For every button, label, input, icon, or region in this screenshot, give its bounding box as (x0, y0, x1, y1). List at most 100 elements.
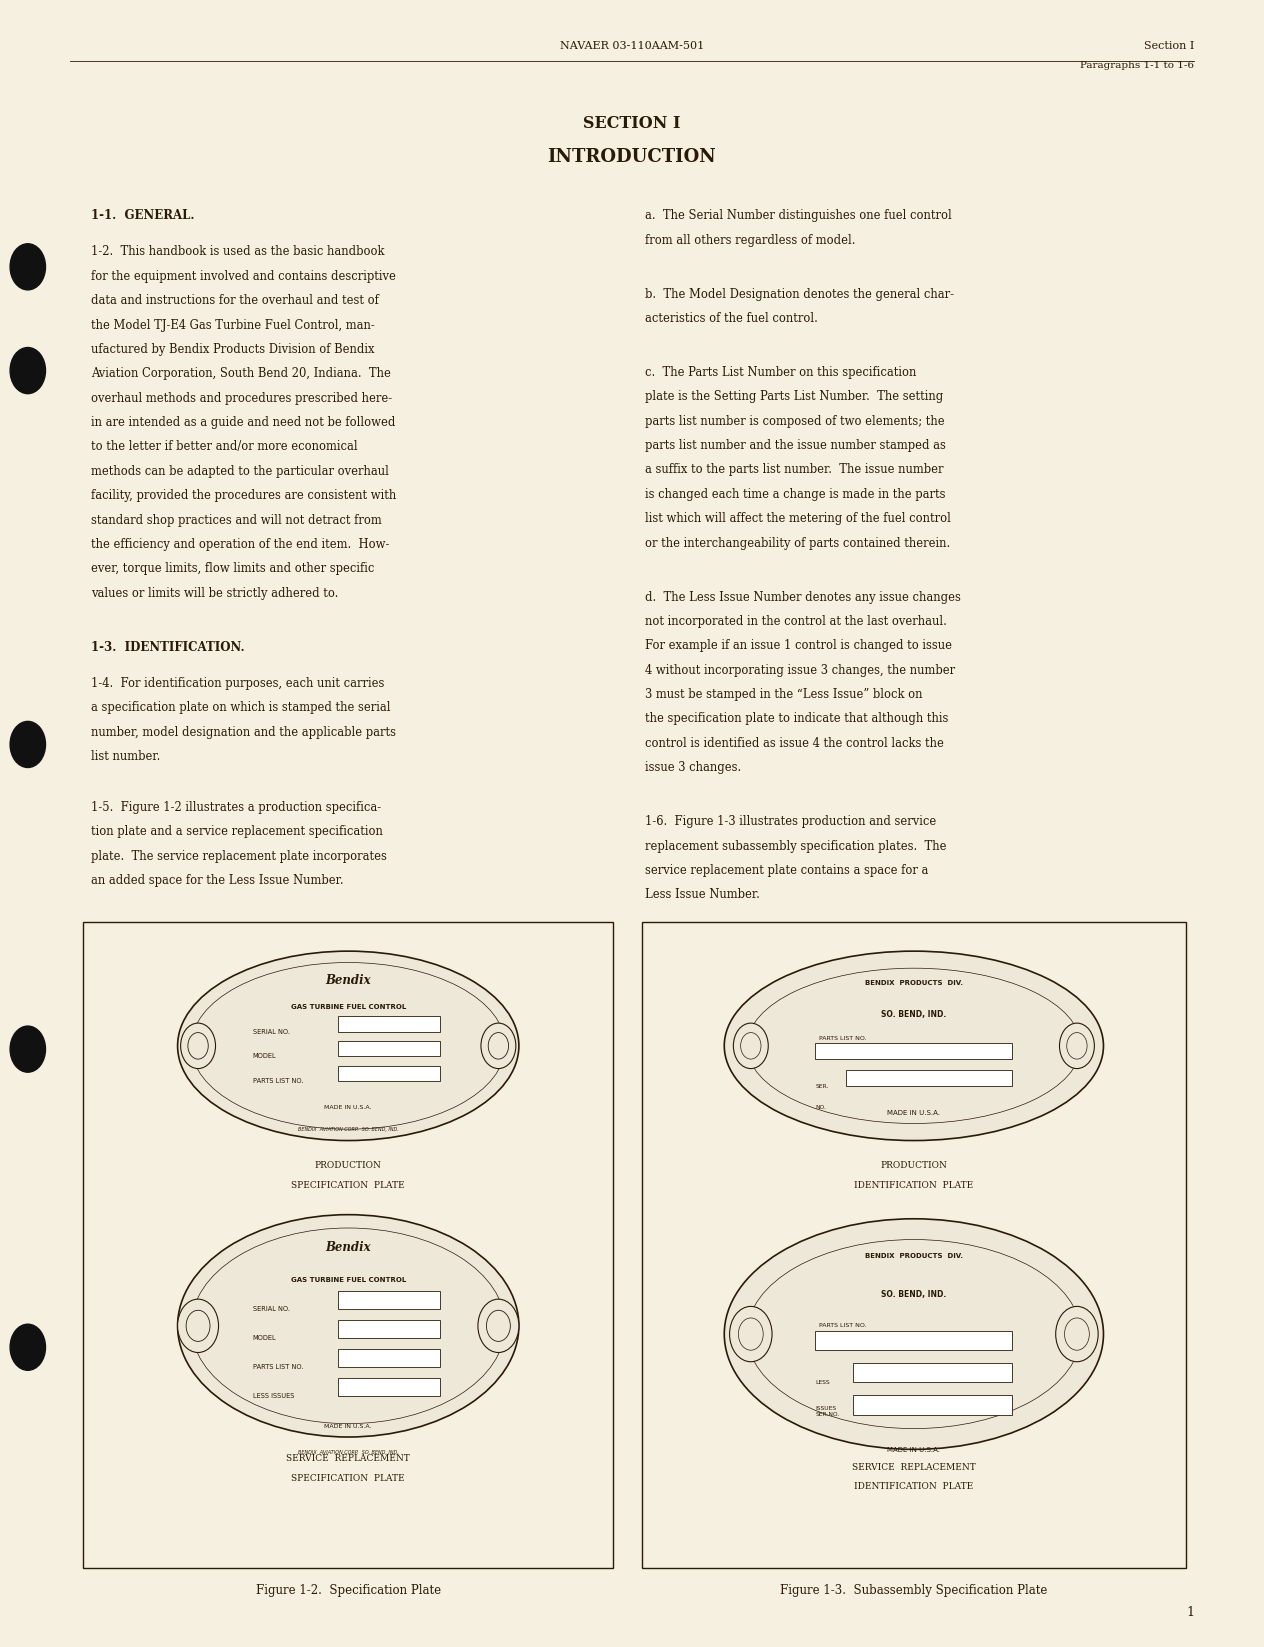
Text: SERVICE  REPLACEMENT: SERVICE REPLACEMENT (852, 1463, 976, 1471)
Bar (337, 1379, 440, 1397)
Text: PARTS LIST NO.: PARTS LIST NO. (819, 1323, 867, 1327)
Text: SPECIFICATION  PLATE: SPECIFICATION PLATE (292, 1181, 404, 1189)
Text: for the equipment involved and contains descriptive: for the equipment involved and contains … (91, 270, 396, 283)
Text: b.  The Model Designation denotes the general char-: b. The Model Designation denotes the gen… (645, 288, 953, 300)
Text: plate.  The service replacement plate incorporates: plate. The service replacement plate inc… (91, 850, 387, 863)
Text: Paragraphs 1-1 to 1-6: Paragraphs 1-1 to 1-6 (1081, 61, 1194, 69)
Text: Less Issue Number.: Less Issue Number. (645, 888, 760, 901)
Text: MADE IN U.S.A.: MADE IN U.S.A. (325, 1423, 372, 1428)
Text: Bendix: Bendix (325, 973, 372, 987)
Text: MODEL: MODEL (253, 1334, 277, 1341)
Text: 1-4.  For identification purposes, each unit carries: 1-4. For identification purposes, each u… (91, 677, 384, 690)
Text: PARTS LIST NO.: PARTS LIST NO. (253, 1079, 303, 1084)
Text: IDENTIFICATION  PLATE: IDENTIFICATION PLATE (854, 1482, 973, 1491)
Circle shape (733, 1023, 769, 1069)
Text: Section I: Section I (1144, 41, 1194, 51)
Text: LESS ISSUES: LESS ISSUES (253, 1393, 295, 1398)
Text: BENDIX  AVIATION CORP.  SO. BEND, IND.: BENDIX AVIATION CORP. SO. BEND, IND. (298, 1127, 398, 1131)
Text: plate is the Setting Parts List Number.  The setting: plate is the Setting Parts List Number. … (645, 390, 943, 404)
Text: list number.: list number. (91, 749, 161, 763)
Text: NAVAER 03-110AAM-501: NAVAER 03-110AAM-501 (560, 41, 704, 51)
Text: issue 3 changes.: issue 3 changes. (645, 761, 741, 774)
Text: Figure 1-2.  Specification Plate: Figure 1-2. Specification Plate (255, 1584, 441, 1598)
Circle shape (10, 348, 46, 394)
Text: not incorporated in the control at the last overhaul.: not incorporated in the control at the l… (645, 614, 947, 628)
Ellipse shape (177, 1215, 518, 1436)
Text: a specification plate on which is stamped the serial: a specification plate on which is stampe… (91, 702, 391, 715)
Text: values or limits will be strictly adhered to.: values or limits will be strictly adhere… (91, 586, 339, 600)
Circle shape (480, 1023, 516, 1069)
Bar (853, 1364, 1012, 1382)
Text: overhaul methods and procedures prescribed here-: overhaul methods and procedures prescrib… (91, 392, 392, 405)
Text: from all others regardless of model.: from all others regardless of model. (645, 234, 856, 247)
Text: LESS: LESS (815, 1380, 830, 1385)
Text: SERVICE  REPLACEMENT: SERVICE REPLACEMENT (287, 1454, 410, 1463)
Text: MADE IN U.S.A.: MADE IN U.S.A. (325, 1105, 372, 1110)
Circle shape (478, 1299, 518, 1352)
Text: ISSUES: ISSUES (815, 1405, 837, 1410)
Text: the efficiency and operation of the end item.  How-: the efficiency and operation of the end … (91, 539, 389, 550)
Text: 1-2.  This handbook is used as the basic handbook: 1-2. This handbook is used as the basic … (91, 245, 384, 259)
Text: SO. BEND, IND.: SO. BEND, IND. (881, 1010, 947, 1019)
Text: 1: 1 (1187, 1606, 1194, 1619)
Text: IDENTIFICATION  PLATE: IDENTIFICATION PLATE (854, 1181, 973, 1189)
Text: an added space for the Less Issue Number.: an added space for the Less Issue Number… (91, 875, 344, 886)
Text: SERIAL NO.: SERIAL NO. (253, 1029, 289, 1034)
Text: SPECIFICATION  PLATE: SPECIFICATION PLATE (292, 1474, 404, 1482)
Text: replacement subassembly specification plates.  The: replacement subassembly specification pl… (645, 840, 947, 853)
Text: SER.: SER. (815, 1084, 829, 1089)
Text: MODEL: MODEL (253, 1054, 277, 1059)
Bar (337, 1349, 440, 1367)
Bar (337, 1016, 440, 1031)
Bar (337, 1321, 440, 1337)
Text: BENDIX  AVIATION CORP.  SO. BEND, IND.: BENDIX AVIATION CORP. SO. BEND, IND. (298, 1451, 398, 1456)
Circle shape (1059, 1023, 1095, 1069)
Bar (815, 1331, 1012, 1351)
Bar (337, 1066, 440, 1080)
Bar (337, 1041, 440, 1056)
Text: 1-5.  Figure 1-2 illustrates a production specifica-: 1-5. Figure 1-2 illustrates a production… (91, 800, 382, 814)
Bar (83, 922, 613, 1568)
Text: Bendix: Bendix (325, 1242, 372, 1255)
Text: a suffix to the parts list number.  The issue number: a suffix to the parts list number. The i… (645, 463, 943, 476)
Circle shape (181, 1023, 215, 1069)
Circle shape (1055, 1306, 1098, 1362)
Text: 1-6.  Figure 1-3 illustrates production and service: 1-6. Figure 1-3 illustrates production a… (645, 815, 935, 828)
Ellipse shape (724, 1219, 1103, 1449)
Text: facility, provided the procedures are consistent with: facility, provided the procedures are co… (91, 489, 396, 502)
Text: PARTS LIST NO.: PARTS LIST NO. (253, 1364, 303, 1370)
Text: MADE IN U.S.A.: MADE IN U.S.A. (887, 1448, 940, 1453)
Text: PRODUCTION: PRODUCTION (881, 1161, 947, 1169)
Text: PARTS LIST NO.: PARTS LIST NO. (819, 1036, 867, 1041)
Bar (337, 1291, 440, 1309)
Text: SER.NO.: SER.NO. (815, 1413, 839, 1418)
Text: service replacement plate contains a space for a: service replacement plate contains a spa… (645, 865, 928, 876)
Text: in are intended as a guide and need not be followed: in are intended as a guide and need not … (91, 417, 396, 428)
Text: ufactured by Bendix Products Division of Bendix: ufactured by Bendix Products Division of… (91, 343, 374, 356)
Circle shape (10, 721, 46, 768)
Circle shape (10, 1026, 46, 1072)
Text: For example if an issue 1 control is changed to issue: For example if an issue 1 control is cha… (645, 639, 952, 652)
Text: number, model designation and the applicable parts: number, model designation and the applic… (91, 726, 396, 738)
Text: BENDIX  PRODUCTS  DIV.: BENDIX PRODUCTS DIV. (865, 1253, 963, 1260)
Bar (846, 1069, 1012, 1085)
Bar (853, 1395, 1012, 1415)
Text: acteristics of the fuel control.: acteristics of the fuel control. (645, 311, 818, 324)
Circle shape (10, 244, 46, 290)
Text: 4 without incorporating issue 3 changes, the number: 4 without incorporating issue 3 changes,… (645, 664, 954, 677)
Text: MADE IN U.S.A.: MADE IN U.S.A. (887, 1110, 940, 1117)
Text: methods can be adapted to the particular overhaul: methods can be adapted to the particular… (91, 464, 389, 478)
Bar (642, 922, 1186, 1568)
Text: control is identified as issue 4 the control lacks the: control is identified as issue 4 the con… (645, 736, 943, 749)
Text: a.  The Serial Number distinguishes one fuel control: a. The Serial Number distinguishes one f… (645, 209, 952, 222)
Text: Aviation Corporation, South Bend 20, Indiana.  The: Aviation Corporation, South Bend 20, Ind… (91, 367, 391, 380)
Text: NO.: NO. (815, 1105, 827, 1110)
Text: parts list number and the issue number stamped as: parts list number and the issue number s… (645, 440, 945, 451)
Text: SERIAL NO.: SERIAL NO. (253, 1306, 289, 1311)
Text: parts list number is composed of two elements; the: parts list number is composed of two ele… (645, 415, 944, 428)
Text: to the letter if better and/or more economical: to the letter if better and/or more econ… (91, 440, 358, 453)
Ellipse shape (177, 952, 518, 1140)
Text: the Model TJ-E4 Gas Turbine Fuel Control, man-: the Model TJ-E4 Gas Turbine Fuel Control… (91, 318, 374, 331)
Ellipse shape (724, 952, 1103, 1140)
Circle shape (10, 1324, 46, 1370)
